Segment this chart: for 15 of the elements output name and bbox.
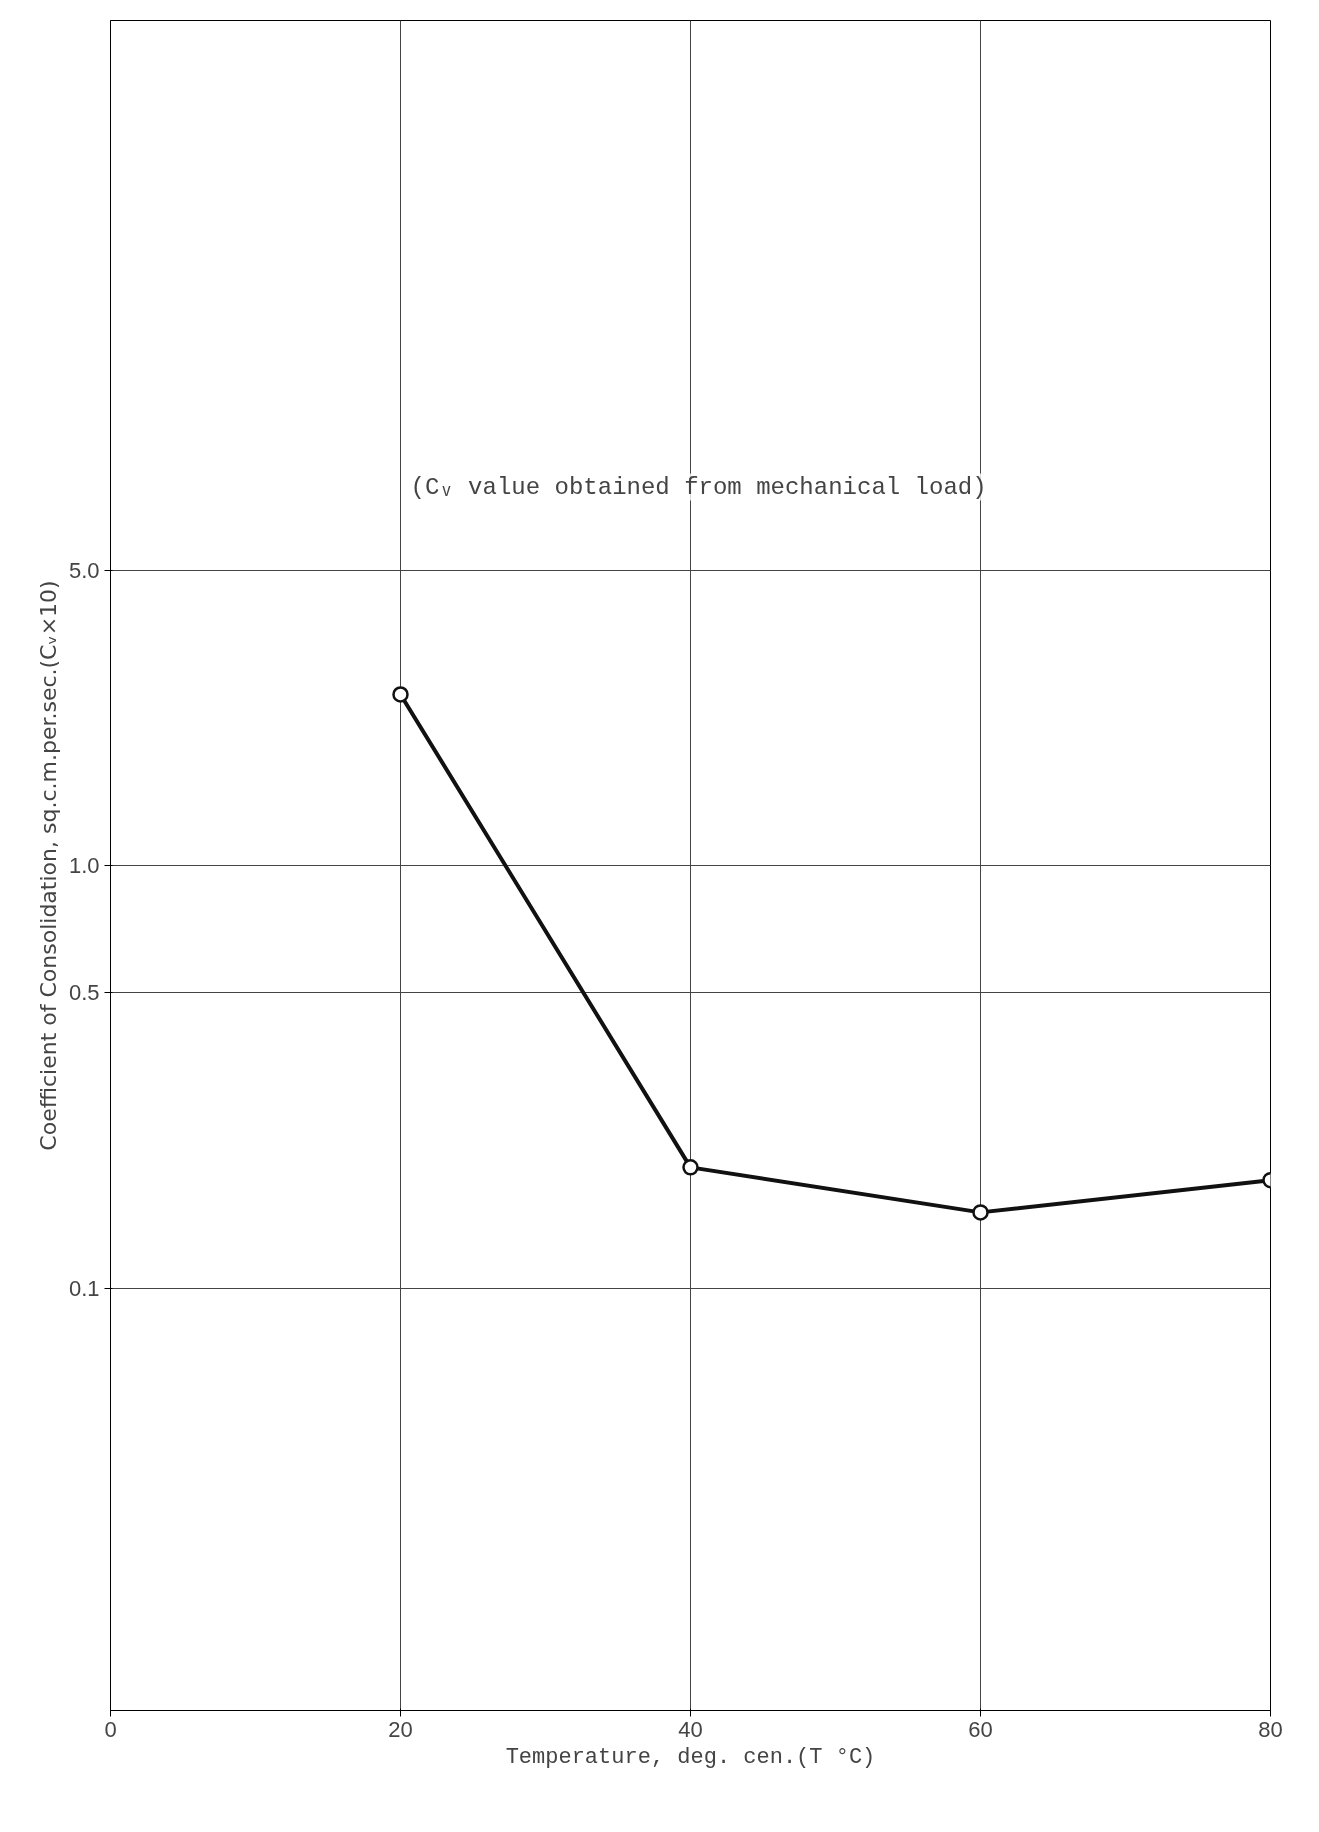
y-tick-label: 0.1 (68, 1275, 100, 1301)
y-tick-label: 5.0 (68, 557, 100, 583)
x-tick-label: 60 (968, 1716, 993, 1742)
point (682, 1159, 699, 1176)
y-tick-label: 1.0 (68, 853, 100, 878)
point (392, 686, 409, 703)
x-tick-label: 40 (678, 1716, 703, 1742)
annotation: (Cᵥ value obtained from mechanical load) (410, 473, 987, 501)
x-tick-label: 0 (104, 1716, 117, 1742)
x-tick-label: 20 (388, 1716, 413, 1742)
y-axis-title: Coefficient of Consolidation, sq.c.m.per.sec.(Cᵥ×10) (35, 580, 61, 1151)
x-tick-label: 80 (1258, 1716, 1283, 1742)
y-tick-label: 0.5 (68, 980, 100, 1006)
x-axis-title: Temperature, deg. cen.(T °C) (505, 1744, 876, 1770)
point (972, 1204, 989, 1221)
